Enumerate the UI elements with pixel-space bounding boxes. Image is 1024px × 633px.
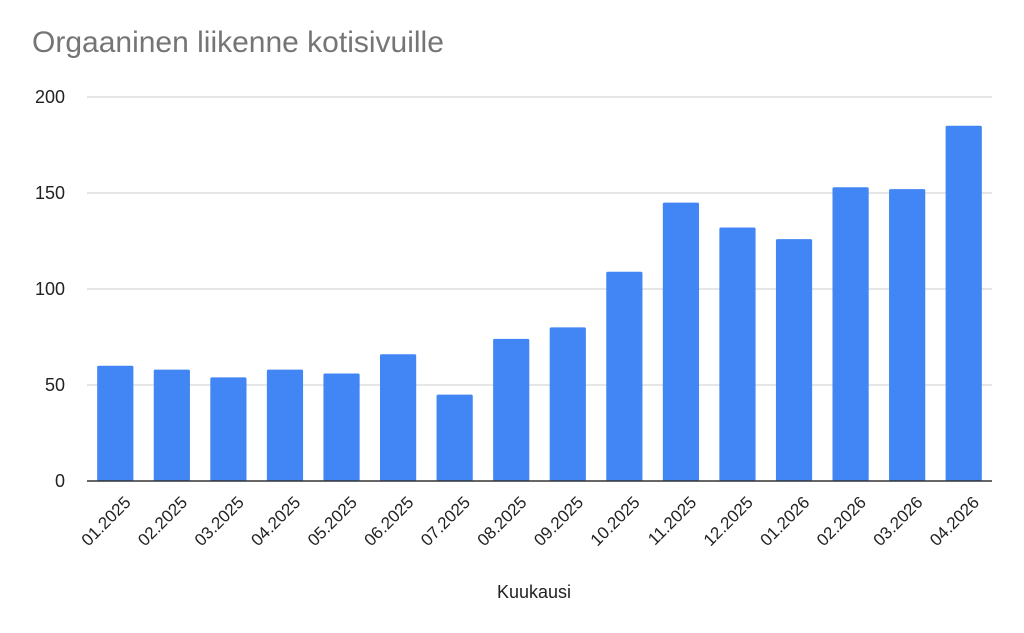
bar [889,189,926,481]
y-tick-label: 50 [45,375,65,395]
x-tick-label: 10.2025 [587,493,644,550]
x-tick-label: 05.2025 [304,493,361,550]
x-axis-label: Kuukausi [497,582,571,602]
bar [662,202,700,481]
bar [493,338,530,481]
chart-title: Orgaaninen liikenne kotisivuille [32,26,444,59]
bar [153,369,190,481]
y-tick-label: 100 [35,279,65,299]
x-tick-label: 09.2025 [530,493,587,550]
bar [436,394,473,481]
x-tick-label: 02.2026 [813,493,870,550]
x-tick-label: 03.2026 [870,493,927,550]
bar [832,187,869,482]
bar [97,365,134,481]
x-tick-label: 01.2026 [756,493,813,550]
x-axis-ticks: 01.2025 02.2025 03.2025 04.2025 05.2025 06.20… [78,493,983,550]
x-tick-label: 03.2025 [191,493,248,550]
y-tick-label: 0 [55,471,65,491]
bar [379,354,417,481]
x-tick-label: 01.2025 [78,493,135,550]
bar [606,271,643,481]
x-tick-label: 04.2025 [247,493,304,550]
bars [97,125,982,482]
x-tick-label: 08.2025 [474,493,531,550]
y-axis-ticks: 0 50 100 150 200 [35,87,65,491]
bar [945,125,982,482]
bar [549,327,586,481]
y-tick-label: 150 [35,183,65,203]
x-tick-label: 04.2026 [926,493,983,550]
x-tick-label: 06.2025 [361,493,418,550]
x-tick-label: 02.2025 [134,493,191,550]
bar [266,369,304,481]
x-tick-label: 12.2025 [700,493,757,550]
bar [323,373,360,481]
bar [210,377,247,481]
bar [775,239,813,481]
x-tick-label: 07.2025 [417,493,474,550]
bar [719,227,756,481]
x-tick-label: 11.2025 [644,493,700,549]
y-tick-label: 200 [35,87,65,107]
